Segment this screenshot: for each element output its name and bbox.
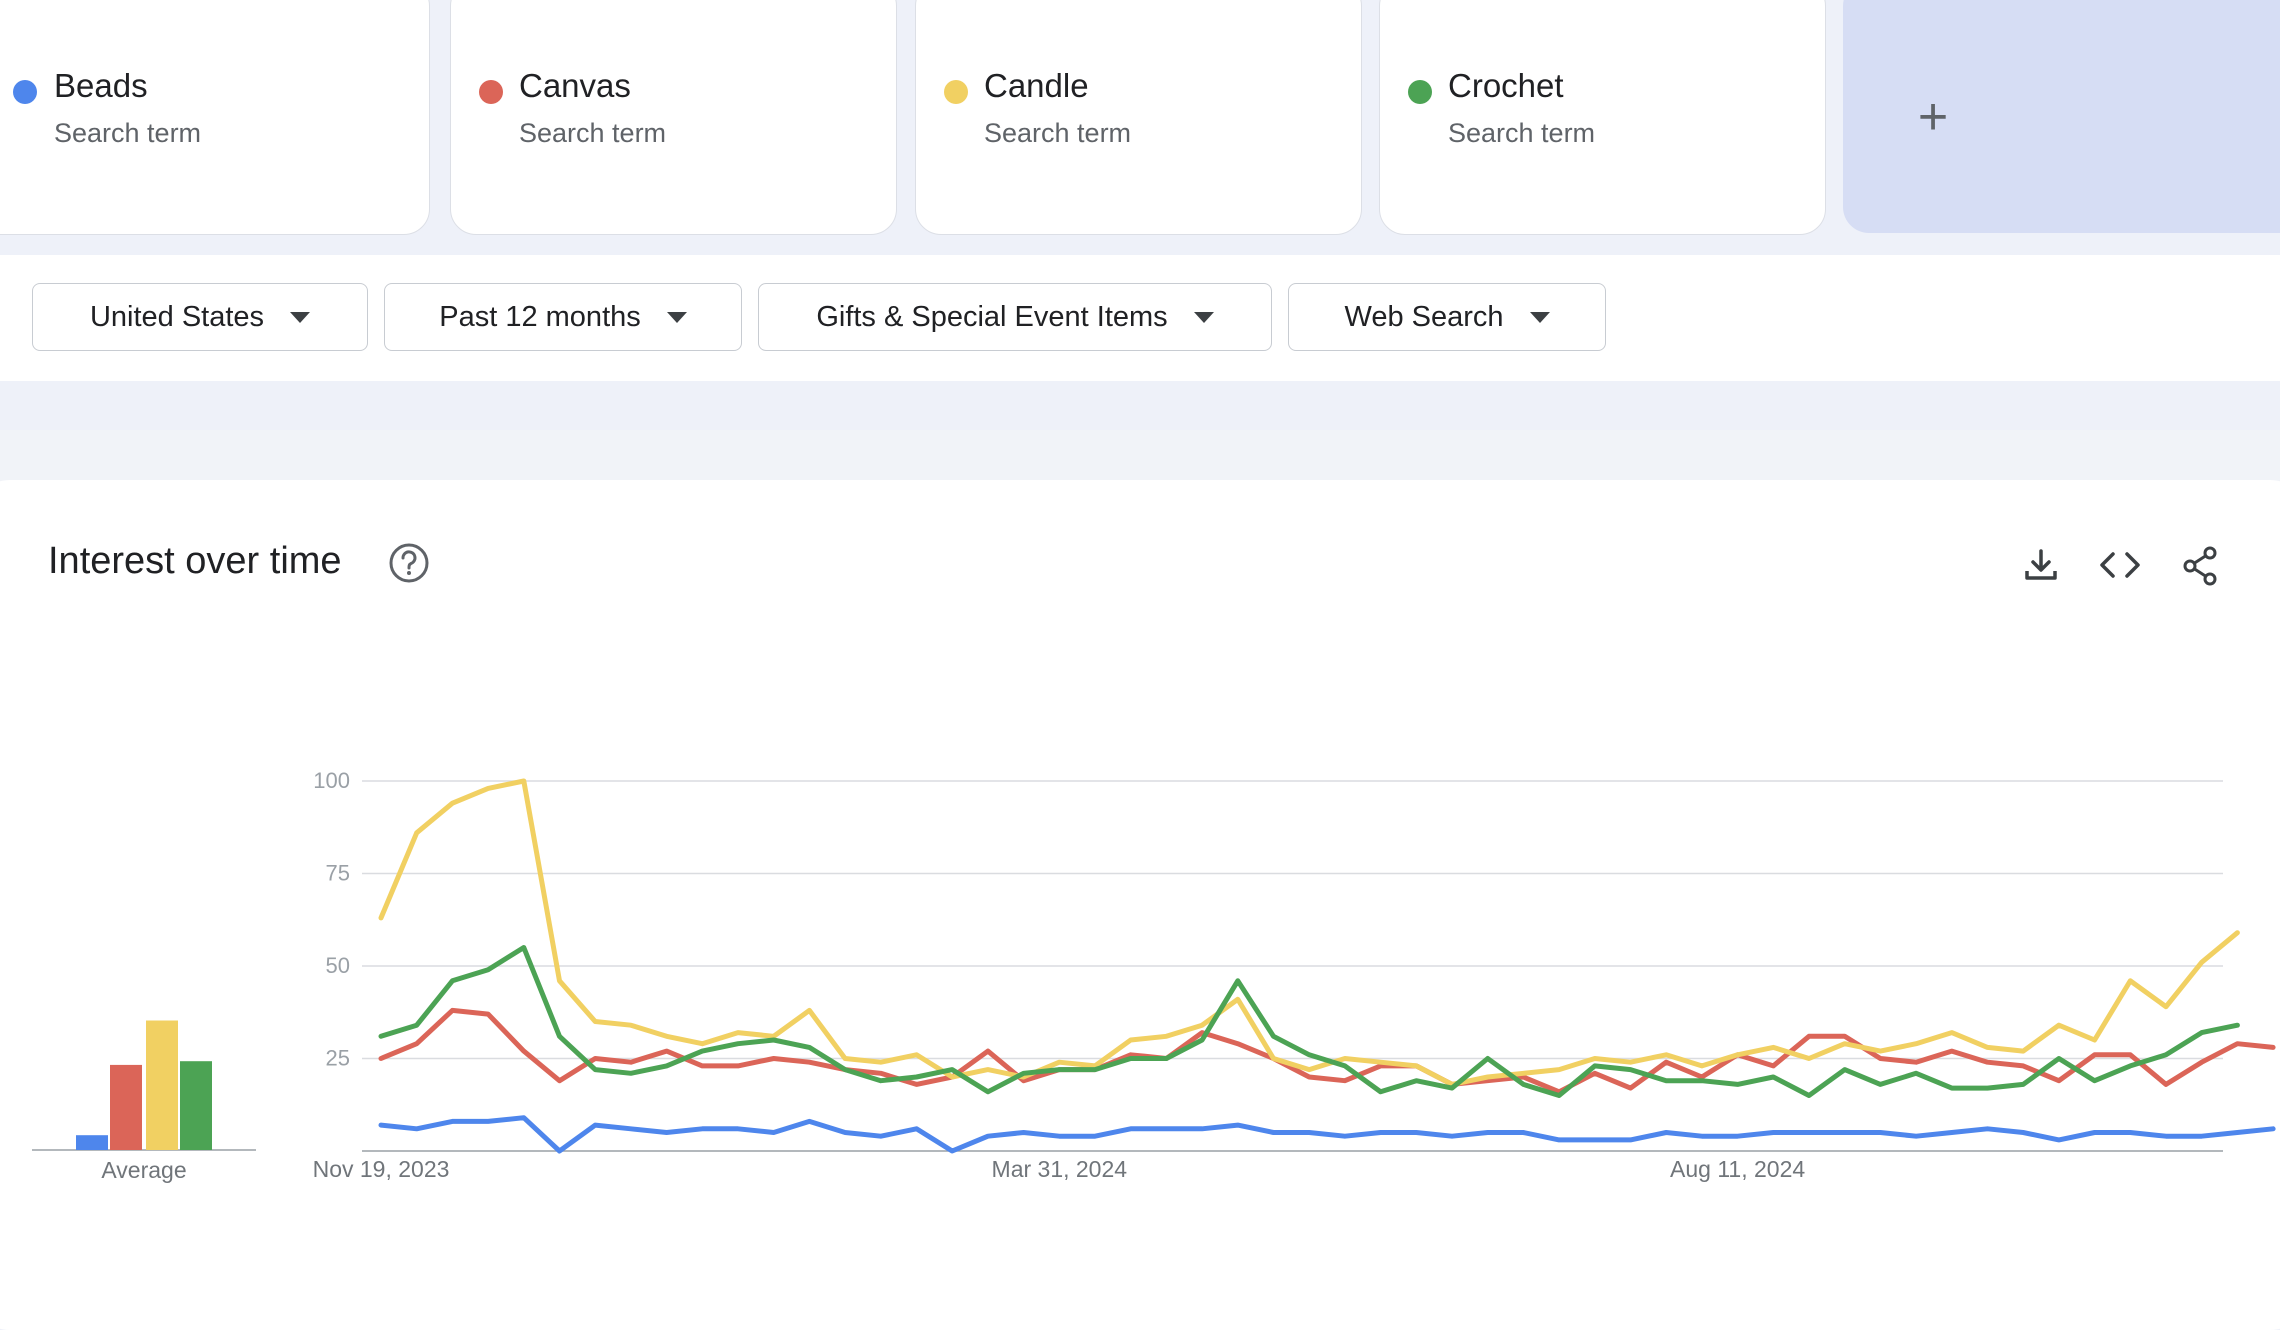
average-bar-candle [146, 1020, 178, 1150]
term-card-crochet[interactable]: Crochet Search term [1379, 0, 1826, 235]
series-line-beads [378, 1115, 2276, 1154]
code-icon[interactable] [2098, 545, 2142, 585]
term-subtitle: Search term [1448, 118, 1596, 148]
time-range-filter[interactable]: Past 12 months [384, 283, 742, 351]
x-tick-label: Aug 11, 2024 [1670, 1156, 1805, 1182]
term-card-candle[interactable]: Candle Search term [915, 0, 1362, 235]
term-subtitle: Search term [519, 118, 667, 148]
term-subtitle: Search term [54, 118, 202, 148]
x-tick-label: Mar 31, 2024 [992, 1156, 1128, 1182]
series-line-canvas [378, 1007, 2276, 1095]
help-circle-icon[interactable] [388, 542, 430, 584]
y-tick-label: 100 [313, 768, 350, 793]
search-type-filter-label: Web Search [1344, 300, 1504, 333]
average-bar-beads [76, 1135, 108, 1150]
panel-title: Interest over time [48, 540, 342, 582]
caret-down-icon [290, 311, 311, 323]
plus-icon: + [1917, 87, 1949, 146]
term-name: Crochet [1448, 67, 1564, 104]
caret-down-icon [1193, 311, 1214, 323]
category-filter-label: Gifts & Special Event Items [816, 300, 1168, 333]
term-card-beads[interactable]: Beads Search term [0, 0, 430, 235]
term-name: Candle [984, 67, 1089, 104]
region-filter-label: United States [89, 300, 265, 333]
average-label: Average [101, 1157, 186, 1183]
interest-over-time-panel [0, 480, 2280, 1330]
caret-down-icon [1529, 311, 1550, 323]
term-name: Canvas [519, 67, 631, 104]
share-icon[interactable] [2180, 545, 2220, 587]
series-line-candle [378, 778, 2240, 1087]
term-color-dot [479, 80, 503, 104]
term-color-dot [13, 80, 37, 104]
y-tick-label: 50 [326, 953, 350, 978]
search-type-filter[interactable]: Web Search [1288, 283, 1606, 351]
region-filter[interactable]: United States [32, 283, 368, 351]
caret-down-icon [666, 311, 687, 323]
term-name: Beads [54, 67, 148, 104]
y-tick-label: 75 [326, 861, 350, 886]
term-subtitle: Search term [984, 118, 1132, 148]
interest-over-time-chart: 25 50 75 100 Nov 19, 2023 Mar 31, 2024 Aug 11,… [32, 768, 2276, 1183]
series-line-crochet [378, 945, 2240, 1098]
average-bar-canvas [110, 1064, 142, 1150]
term-card-canvas[interactable]: Canvas Search term [450, 0, 897, 235]
term-color-dot [1408, 80, 1432, 104]
add-term-button[interactable]: + [1843, 0, 2280, 233]
download-icon[interactable] [2021, 545, 2061, 585]
category-filter[interactable]: Gifts & Special Event Items [758, 283, 1272, 351]
x-tick-label: Nov 19, 2023 [313, 1156, 450, 1182]
average-bar-crochet [180, 1061, 212, 1150]
term-color-dot [944, 80, 968, 104]
y-tick-label: 25 [326, 1046, 350, 1071]
time-range-filter-label: Past 12 months [439, 300, 641, 333]
